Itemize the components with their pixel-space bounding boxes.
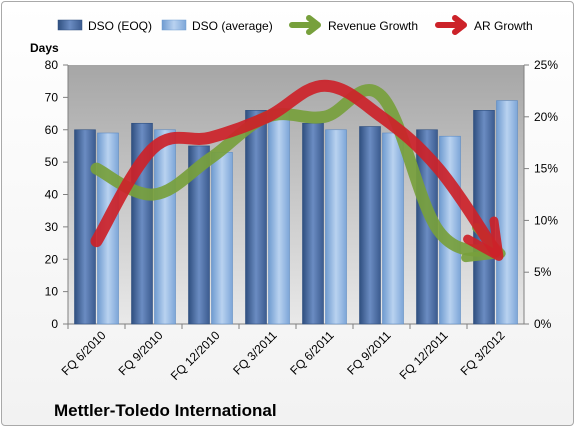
y-tick-label: 30 xyxy=(45,220,59,234)
y-tick-label: 60 xyxy=(45,123,59,137)
x-tick-label: FQ 3/2011 xyxy=(230,328,280,378)
legend-arrow-ar-growth xyxy=(435,15,467,35)
legend-label-ar-growth: AR Growth xyxy=(474,19,533,33)
y-axis-title: Days xyxy=(30,41,59,55)
x-tick-label: FQ 12/2010 xyxy=(168,328,223,383)
y-tick-label: 80 xyxy=(45,58,59,72)
y-tick-label: 40 xyxy=(45,188,59,202)
bar-dso-eoq xyxy=(74,129,96,325)
legend-swatch-dso-average xyxy=(161,19,187,31)
line-revenue-growth xyxy=(90,84,502,258)
y-tick-label: 50 xyxy=(45,155,59,169)
legend-label-dso-average: DSO (average) xyxy=(192,19,273,33)
x-tick-label: FQ 6/2011 xyxy=(287,328,337,378)
bar-dso-average xyxy=(496,100,518,325)
bar-dso-eoq xyxy=(188,145,210,325)
legend-item-dso-eoq: DSO (EOQ) xyxy=(57,19,152,33)
y-tick-label: 20 xyxy=(45,252,59,266)
legend-label-revenue-growth: Revenue Growth xyxy=(328,19,418,33)
bar-dso-eoq xyxy=(245,110,267,325)
legend-item-revenue-growth: Revenue Growth xyxy=(289,15,418,35)
legend-swatch-dso-eoq xyxy=(57,19,83,31)
y2-tick-label: 0% xyxy=(534,317,552,331)
x-tick-label: FQ 3/2012 xyxy=(458,328,508,378)
x-tick-label: FQ 12/2011 xyxy=(397,328,451,382)
y-tick-label: 0 xyxy=(51,317,58,331)
legend: DSO (EOQ) DSO (average) Revenue Growth A… xyxy=(57,15,533,35)
arrowhead-ar-growth xyxy=(463,216,504,261)
y-tick-label: 70 xyxy=(45,90,59,104)
y2-tick-label: 25% xyxy=(534,58,558,72)
bar-dso-average xyxy=(268,110,290,325)
x-tick-label: FQ 9/2011 xyxy=(344,328,394,378)
x-tick-label: FQ 6/2010 xyxy=(59,328,109,378)
line-ar-growth xyxy=(90,79,502,258)
y2-tick-label: 15% xyxy=(534,162,558,176)
bar-dso-eoq xyxy=(302,122,324,325)
lines-group xyxy=(90,79,506,263)
bar-dso-average xyxy=(211,152,233,325)
legend-item-ar-growth: AR Growth xyxy=(435,15,533,35)
legend-arrow-revenue-growth xyxy=(289,15,321,35)
bar-dso-average xyxy=(154,129,176,325)
bar-dso-average xyxy=(325,129,347,325)
y-tick-label: 10 xyxy=(45,285,59,299)
chart-title: Mettler-Toledo International xyxy=(54,401,277,420)
y2-tick-label: 5% xyxy=(534,265,552,279)
legend-label-dso-eoq: DSO (EOQ) xyxy=(88,19,152,33)
bar-dso-average xyxy=(382,132,404,325)
legend-item-dso-average: DSO (average) xyxy=(161,19,273,33)
y2-tick-label: 10% xyxy=(534,213,558,227)
y2-tick-label: 20% xyxy=(534,110,558,124)
bar-dso-eoq xyxy=(359,126,381,325)
x-tick-label: FQ 9/2010 xyxy=(116,328,166,378)
